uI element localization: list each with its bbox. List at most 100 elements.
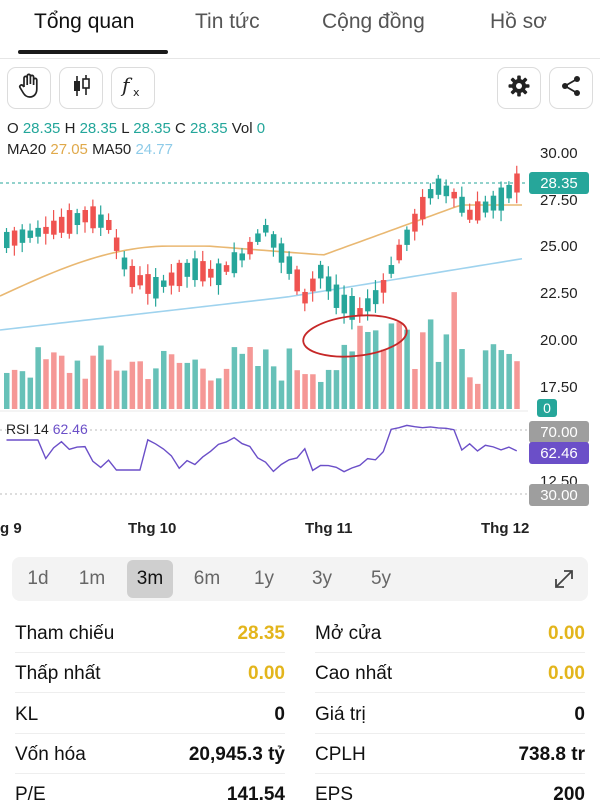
candle-body xyxy=(215,263,222,286)
fullscreen-button[interactable] xyxy=(552,567,576,596)
candle-body xyxy=(318,264,324,279)
share-button[interactable] xyxy=(549,67,593,109)
volume-bar xyxy=(263,349,269,409)
high-price-label: Cao nhất xyxy=(315,663,393,684)
candle-body xyxy=(113,237,120,251)
volume-bar xyxy=(231,347,238,409)
candlestick-icon xyxy=(69,73,93,104)
candle-body xyxy=(404,229,410,245)
tab-overview[interactable]: Tổng quan xyxy=(34,10,135,33)
chart-type-button[interactable] xyxy=(59,67,103,109)
volume-bar xyxy=(302,374,308,409)
period-6m[interactable]: 6m xyxy=(193,568,221,589)
volume-bar xyxy=(35,347,41,409)
shares-label: CPLH xyxy=(315,744,366,765)
volume-label: Vol xyxy=(231,120,253,137)
volume-bar xyxy=(113,370,120,409)
period-1m[interactable]: 1m xyxy=(78,568,106,589)
candle-body xyxy=(333,284,340,308)
volume-bar xyxy=(349,351,355,409)
candle-body xyxy=(43,226,49,234)
settings-icon xyxy=(507,74,531,103)
volume-bar xyxy=(247,347,253,409)
candle-body xyxy=(286,256,293,274)
price-axis-tick: 25.00 xyxy=(540,238,578,255)
volume-bar xyxy=(506,353,512,409)
volume-bar xyxy=(153,368,159,409)
indicators-button[interactable]: f x xyxy=(111,67,155,109)
period-3m[interactable]: 3m xyxy=(127,560,173,598)
volume-bar xyxy=(98,345,104,409)
period-1y[interactable]: 1y xyxy=(253,568,275,589)
volume-bar xyxy=(255,366,261,409)
tab-community[interactable]: Cộng đồng xyxy=(322,10,425,33)
candle-body xyxy=(168,272,175,286)
volume-bar xyxy=(192,359,198,409)
rsi-label: RSI 14 xyxy=(6,421,49,437)
volume-bar xyxy=(176,362,183,409)
expand-icon xyxy=(552,570,576,595)
x-label-nov: Thg 11 xyxy=(305,520,353,537)
tab-profile[interactable]: Hồ sơ xyxy=(490,10,547,33)
candle-body xyxy=(427,189,434,199)
candle-body xyxy=(365,298,371,312)
ma20-line xyxy=(0,204,522,297)
volume-bar xyxy=(74,360,81,409)
candle-body xyxy=(106,219,112,231)
tab-news[interactable]: Tin tức xyxy=(195,10,260,33)
candle-body xyxy=(349,295,355,320)
candle-body xyxy=(302,291,308,304)
period-selector: 1d 1m 3m 6m 1y 3y 5y xyxy=(12,557,588,601)
rsi-line xyxy=(6,424,518,473)
period-5y[interactable]: 5y xyxy=(370,568,392,589)
price-axis-tick: 22.50 xyxy=(540,285,578,302)
volume-bar xyxy=(365,331,371,409)
candle-body xyxy=(145,274,151,294)
candle-body xyxy=(184,262,191,277)
chart-settings-button[interactable] xyxy=(497,67,541,109)
candle-body xyxy=(98,214,104,228)
volume-bar xyxy=(208,380,214,409)
candle-body xyxy=(153,277,159,299)
svg-text:x: x xyxy=(133,86,140,99)
candle-body xyxy=(412,213,418,232)
volume-bar xyxy=(66,372,73,409)
volume-bar xyxy=(4,372,10,409)
low-value: 28.35 xyxy=(133,120,171,137)
period-3y[interactable]: 3y xyxy=(311,568,333,589)
open-value: 28.35 xyxy=(22,120,61,137)
volume-bars xyxy=(4,292,520,409)
volume-bar xyxy=(310,374,316,409)
volume-bar xyxy=(82,378,88,409)
period-1d[interactable]: 1d xyxy=(27,568,49,589)
eps-value: 200 xyxy=(553,784,585,805)
volume-bar xyxy=(459,349,465,409)
candle-body xyxy=(161,280,167,287)
candle-body xyxy=(396,244,402,261)
volume-tag: 0 xyxy=(537,399,557,417)
candle-body xyxy=(247,241,253,255)
candle-body xyxy=(278,243,285,263)
x-label-oct: Thg 10 xyxy=(128,520,177,537)
volume-bar xyxy=(137,361,143,409)
top-tab-bar: Tổng quan Tin tức Cộng đồng Hồ sơ xyxy=(0,0,600,59)
close-value: 28.35 xyxy=(190,120,228,137)
ma20-label: MA20 xyxy=(7,141,47,158)
price-axis-tick: 17.50 xyxy=(540,379,578,396)
pan-tool-button[interactable] xyxy=(7,67,51,109)
volume-bar xyxy=(451,292,457,409)
candle-body xyxy=(420,196,426,220)
volume-bar xyxy=(372,330,379,409)
volume-bar xyxy=(19,371,26,409)
hand-icon xyxy=(17,73,41,104)
share-icon xyxy=(559,74,583,103)
candle-body xyxy=(192,258,198,281)
volume-bar xyxy=(357,325,363,409)
open-price-value: 0.00 xyxy=(548,623,585,644)
pe-value: 141.54 xyxy=(226,784,285,805)
low-label: L xyxy=(121,120,130,137)
volume-bar xyxy=(278,380,285,409)
candle-body xyxy=(4,231,10,249)
